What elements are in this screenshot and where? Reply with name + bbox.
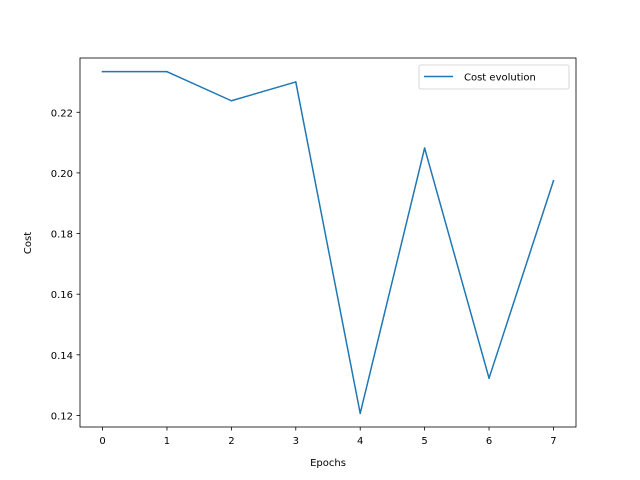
data-point-0-0 [101,70,104,73]
data-point-0-2 [230,99,233,102]
data-point-0-7 [552,180,555,182]
x-tick-label: 3 [293,436,299,447]
plot-area [101,70,555,415]
data-point-0-1 [166,70,168,73]
legend-label: Cost evolution [464,73,536,84]
y-axis-title: Cost [23,232,34,254]
data-point-0-6 [488,377,490,379]
axes-frame [79,57,577,428]
legend-box [418,64,570,90]
axes: 0 1 2 3 4 5 6 7 0.12 0.14 0.16 0.18 0.20 0.22 [51,57,577,447]
y-tick-label: 0.14 [51,351,73,362]
x-tick-label: 6 [486,436,492,447]
legend: Cost evolution [418,64,570,90]
data-point-0-4 [359,412,362,415]
x-tick-label: 1 [164,436,170,447]
data-point-0-5 [423,147,426,149]
y-tick-label: 0.16 [51,290,73,301]
x-axis-title: Epochs [310,458,346,469]
x-tick-label: 4 [357,436,363,447]
y-tick-label: 0.12 [51,411,73,422]
data-point-0-3 [294,81,297,83]
y-tick-label: 0.18 [51,230,73,241]
y-tick-label: 0.22 [51,108,73,119]
x-tick-label: 0 [99,436,105,447]
x-tick-label: 7 [550,436,556,447]
x-tick-label: 2 [228,436,234,447]
x-tick-label: 5 [421,436,427,447]
series-line-0 [101,70,555,415]
y-tick-label: 0.20 [51,169,73,180]
